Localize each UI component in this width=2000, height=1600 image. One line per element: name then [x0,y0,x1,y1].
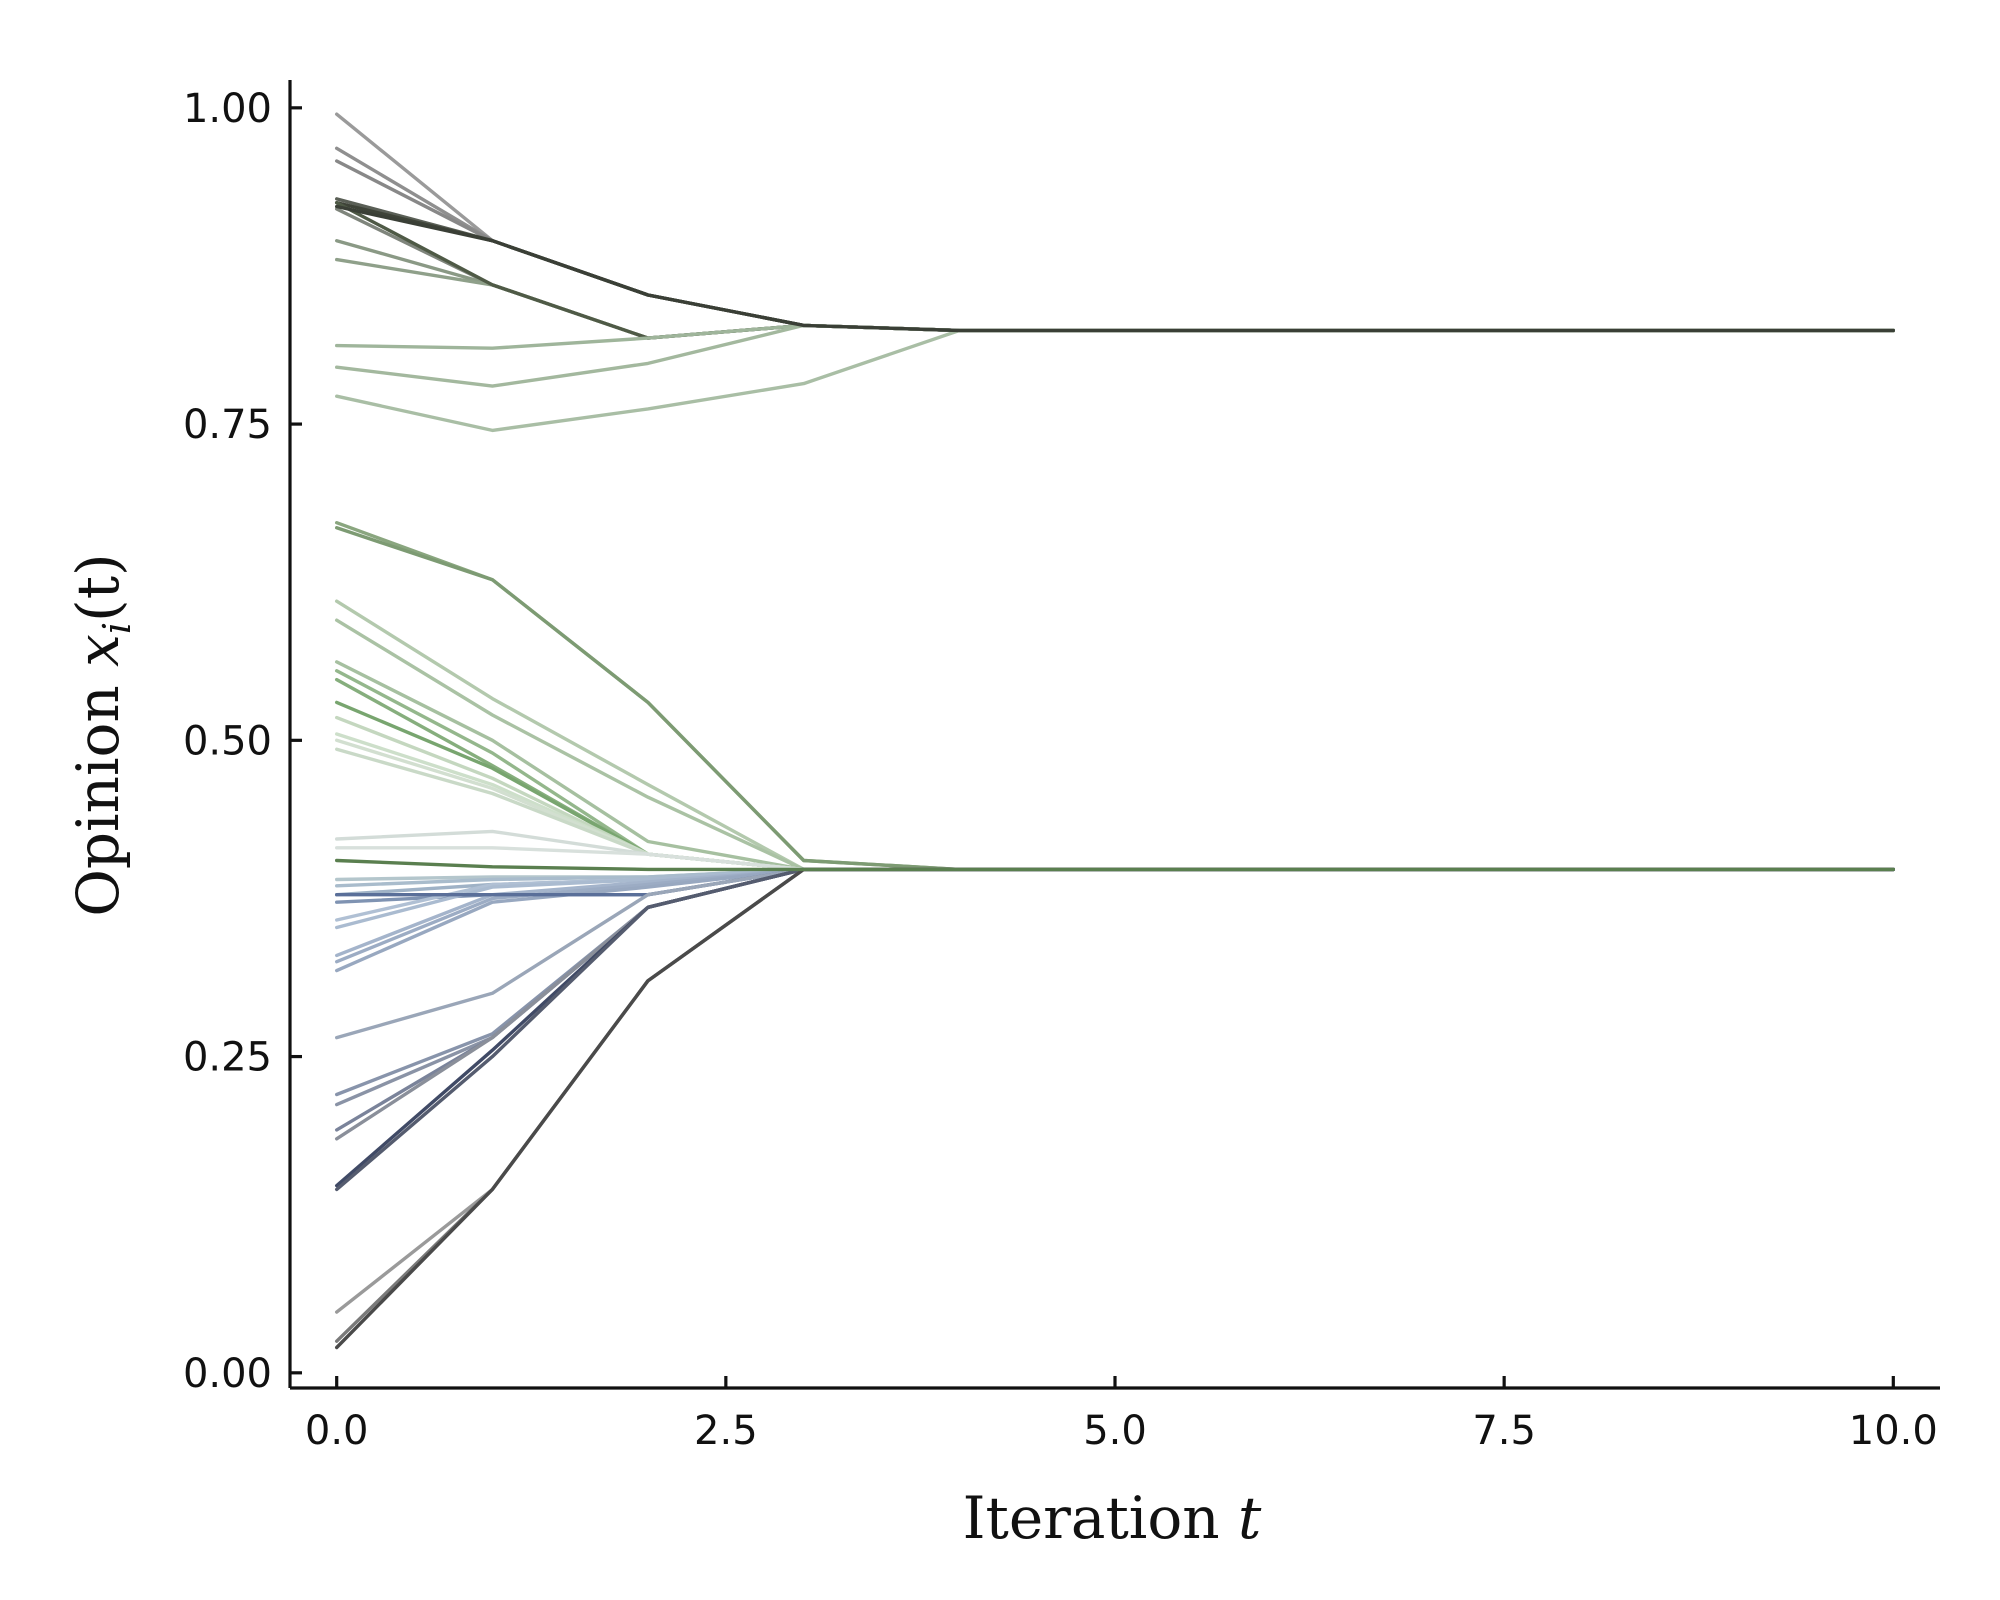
series-line-40 [335,867,1895,1132]
series-layer [335,112,1895,1350]
axes [288,80,1940,1390]
series-line-45 [335,867,1895,1343]
series-line-9 [335,201,1895,340]
series-line-47 [335,204,1895,333]
series-line-19 [335,677,1895,872]
x-tick-label: 5.0 [1083,1408,1147,1454]
x-tick-label: 2.5 [694,1408,758,1454]
series-line-11 [335,323,1895,388]
series-line-7 [335,257,1895,340]
series-line-41 [335,867,1895,1141]
series-line-3 [335,159,1895,333]
x-axis-title: Iteration t [963,1484,1262,1552]
series-line-42 [335,867,1895,1188]
series-line-5 [335,207,1895,340]
series-line-46 [335,867,1895,1350]
series-line-2 [335,146,1895,333]
series-line-1 [335,112,1895,333]
y-tick-label: 0.75 [183,402,272,448]
x-tick-label: 10.0 [1849,1408,1938,1454]
series-line-39 [335,867,1895,1107]
series-line-18 [335,669,1895,872]
x-tick-label: 7.5 [1472,1408,1536,1454]
ticks: 0.0 2.5 5.0 7.5 10.0 0.00 0.25 0.50 0.75 1.00 [183,86,1938,1454]
series-line-6 [335,239,1895,340]
y-tick-label: 1.00 [183,86,272,132]
series-line-30 [335,867,1895,904]
y-tick-label: 0.00 [183,1351,272,1397]
series-line-26 [335,846,1895,872]
y-tick-label: 0.25 [183,1035,272,1081]
series-line-43 [335,867,1895,1192]
series-line-17 [335,660,1895,872]
y-axis-title: Opinion xi(t) [64,553,139,916]
y-tick-label: 0.50 [183,718,272,764]
x-tick-label: 0.0 [305,1408,369,1454]
series-line-48 [335,858,1895,872]
series-line-44 [335,867,1895,1314]
series-line-12 [335,328,1895,433]
series-line-16 [335,618,1895,872]
